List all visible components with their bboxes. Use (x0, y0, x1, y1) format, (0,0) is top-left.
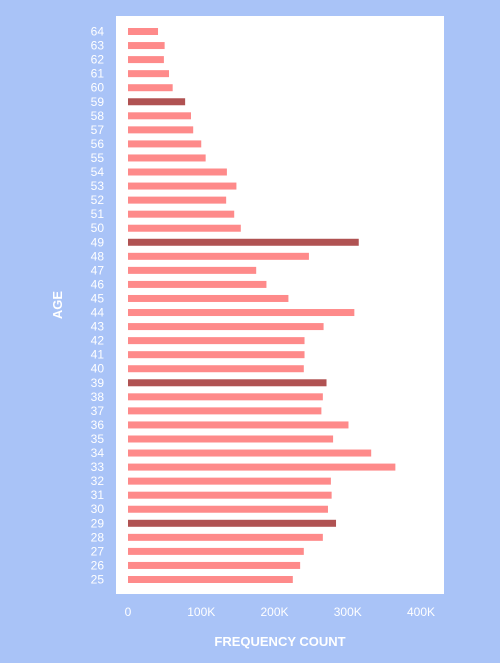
y-tick-label-32: 32 (91, 474, 105, 488)
x-tick-labels: 0 100K 200K 300K 400K (125, 605, 435, 619)
x-axis-title: FREQUENCY COUNT (214, 634, 345, 649)
bar-age-28 (128, 533, 323, 541)
y-tick-label-54: 54 (91, 165, 105, 179)
y-tick-label-49: 49 (91, 235, 105, 249)
y-tick-label-43: 43 (91, 320, 105, 334)
y-tick-label-45: 45 (91, 291, 105, 305)
bar-age-44 (128, 309, 355, 317)
bar-age-34 (128, 449, 372, 457)
bar-age-60 (128, 84, 173, 92)
y-tick-label-56: 56 (91, 137, 105, 151)
y-tick-label-34: 34 (91, 446, 105, 460)
y-tick-label-47: 47 (91, 263, 105, 277)
x-tick-label-0: 0 (125, 605, 132, 619)
y-tick-label-41: 41 (91, 348, 105, 362)
y-tick-label-63: 63 (91, 39, 105, 53)
bar-age-38 (128, 393, 323, 401)
bar-age-37 (128, 407, 322, 415)
y-tick-labels: 2526272829303132333435363738394041424344… (91, 25, 105, 587)
bar-age-47 (128, 266, 257, 274)
bar-age-59 (128, 98, 186, 106)
y-tick-label-28: 28 (91, 530, 105, 544)
x-tick-label-400K: 400K (407, 605, 435, 619)
bar-age-42 (128, 337, 305, 345)
bar-age-62 (128, 56, 164, 64)
y-tick-label-51: 51 (91, 207, 105, 221)
bars-group (128, 28, 396, 583)
bar-age-45 (128, 294, 289, 302)
bar-age-48 (128, 252, 309, 260)
bar-age-61 (128, 70, 170, 78)
bar-age-25 (128, 576, 293, 583)
y-tick-label-36: 36 (91, 418, 105, 432)
bar-age-30 (128, 505, 328, 513)
y-tick-label-60: 60 (91, 81, 105, 95)
y-tick-label-33: 33 (91, 460, 105, 474)
bar-age-35 (128, 435, 334, 443)
y-tick-label-35: 35 (91, 432, 105, 446)
x-tick-label-300K: 300K (334, 605, 362, 619)
y-tick-label-52: 52 (91, 193, 105, 207)
y-tick-label-57: 57 (91, 123, 105, 137)
y-tick-label-53: 53 (91, 179, 105, 193)
y-tick-label-37: 37 (91, 404, 105, 418)
x-tick-label-100K: 100K (187, 605, 215, 619)
bar-age-53 (128, 182, 237, 190)
bar-age-36 (128, 421, 349, 429)
y-tick-label-50: 50 (91, 221, 105, 235)
bar-age-55 (128, 154, 206, 162)
y-tick-label-38: 38 (91, 390, 105, 404)
y-tick-label-64: 64 (91, 25, 105, 39)
y-tick-label-42: 42 (91, 334, 105, 348)
y-tick-label-62: 62 (91, 53, 105, 67)
y-tick-label-59: 59 (91, 95, 105, 109)
bar-age-43 (128, 323, 324, 331)
bar-age-40 (128, 365, 304, 373)
y-tick-label-25: 25 (91, 573, 105, 587)
bar-age-41 (128, 351, 305, 359)
bar-age-29 (128, 519, 337, 527)
y-tick-label-46: 46 (91, 277, 105, 291)
bar-age-63 (128, 42, 165, 50)
bar-age-27 (128, 547, 304, 555)
y-tick-label-30: 30 (91, 502, 105, 516)
x-tick-label-200K: 200K (260, 605, 288, 619)
y-tick-label-31: 31 (91, 488, 105, 502)
bar-age-46 (128, 280, 267, 288)
y-tick-label-61: 61 (91, 67, 105, 81)
bar-age-54 (128, 168, 227, 176)
bar-age-50 (128, 224, 241, 232)
bar-age-39 (128, 379, 327, 387)
bar-age-31 (128, 491, 332, 499)
y-tick-label-26: 26 (91, 558, 105, 572)
bar-age-52 (128, 196, 227, 204)
y-tick-label-40: 40 (91, 362, 105, 376)
y-tick-label-55: 55 (91, 151, 105, 165)
y-tick-label-29: 29 (91, 516, 105, 530)
y-tick-label-48: 48 (91, 249, 105, 263)
y-tick-label-27: 27 (91, 544, 105, 558)
y-tick-label-58: 58 (91, 109, 105, 123)
bar-age-58 (128, 112, 191, 120)
bar-age-49 (128, 238, 359, 246)
bar-age-56 (128, 140, 202, 148)
bar-age-57 (128, 126, 194, 134)
y-tick-label-39: 39 (91, 376, 105, 390)
bar-age-32 (128, 477, 331, 485)
bar-age-51 (128, 210, 235, 218)
y-tick-label-44: 44 (91, 306, 105, 320)
bar-age-26 (128, 561, 301, 569)
bar-age-64 (128, 28, 159, 35)
bar-age-33 (128, 463, 396, 471)
y-axis-title: AGE (50, 291, 65, 320)
